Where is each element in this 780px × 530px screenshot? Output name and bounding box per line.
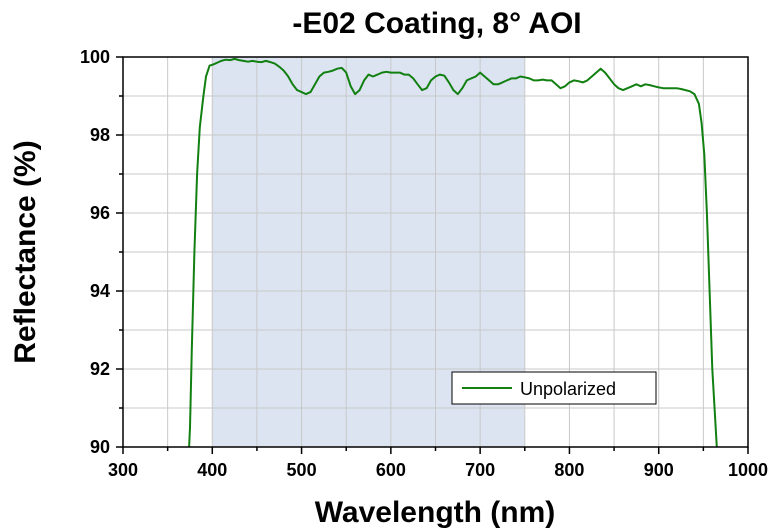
y-axis-label: Reflectance (%) [9,140,42,363]
series-line-unpolarized [188,57,718,448]
chart-title: -E02 Coating, 8° AOI [292,7,581,40]
x-tick-label: 300 [108,460,138,480]
y-tick-label: 90 [90,437,110,457]
y-tick-label: 94 [90,281,110,301]
x-tick-label: 800 [554,460,584,480]
y-tick-label: 96 [90,203,110,223]
x-tick-label: 900 [644,460,674,480]
x-tick-label: 600 [376,460,406,480]
legend: Unpolarized [451,371,657,405]
x-tick-label: 700 [465,460,495,480]
y-tick-label: 100 [80,47,110,67]
y-tick-label: 92 [90,359,110,379]
x-tick-label: 1000 [728,460,768,480]
x-tick-label: 500 [287,460,317,480]
x-tick-label: 400 [197,460,227,480]
y-tick-label: 98 [90,125,110,145]
legend-label-unpolarized: Unpolarized [520,379,616,399]
x-axis-label: Wavelength (nm) [315,496,556,529]
plot-area: 300 400 500 600 700 800 900 1000 90 92 94 96 98 100 [80,47,768,480]
